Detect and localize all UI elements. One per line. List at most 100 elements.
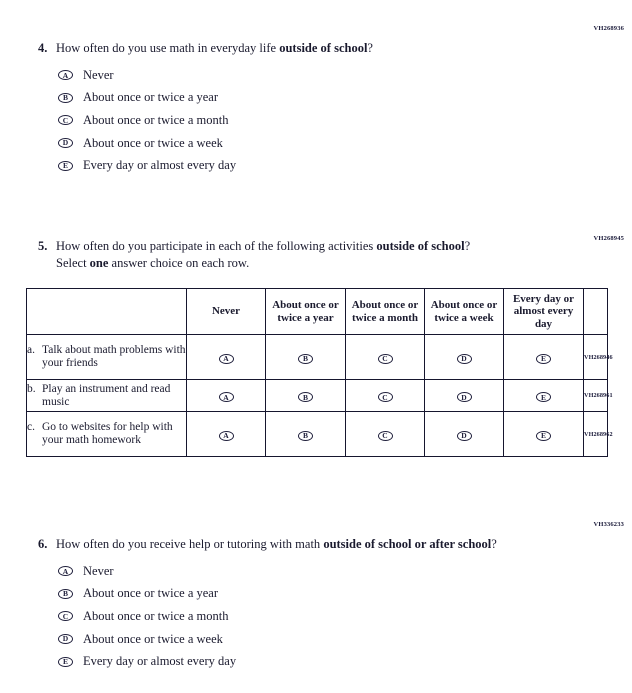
radio-bubble-c-icon[interactable]: C — [377, 353, 393, 364]
matrix-row-c-code: VH268962 — [583, 411, 613, 458]
radio-bubble-d-icon[interactable]: D — [456, 392, 472, 403]
question-5-text-bold: outside of school — [376, 239, 465, 253]
option-d[interactable]: D About once or twice a week — [58, 132, 632, 155]
matrix-header-row: Never About once or twice a year About o… — [26, 287, 608, 336]
matrix-row-b-letter: b. — [27, 382, 36, 395]
matrix-row-a-code: VH268946 — [583, 334, 613, 381]
matrix-header-once-year: About once or twice a year — [265, 287, 346, 336]
question-5-number: 5. — [38, 239, 48, 253]
question-5-text-before: How often do you participate in each of … — [56, 239, 377, 253]
radio-bubble-a-icon[interactable]: A — [218, 392, 234, 403]
table-row: b. Play an instrument and read music A B… — [26, 379, 613, 413]
option-a[interactable]: A Never — [58, 64, 632, 87]
radio-bubble-d-icon[interactable]: D — [456, 430, 472, 441]
radio-bubble-d-icon[interactable]: D — [58, 138, 73, 149]
option-a-label: Never — [83, 67, 114, 82]
option-a[interactable]: A Never — [58, 560, 632, 583]
radio-bubble-c-icon[interactable]: C — [377, 430, 393, 441]
matrix-header-once-month: About once or twice a month — [345, 287, 425, 336]
option-b[interactable]: B About once or twice a year — [58, 583, 632, 606]
matrix-row-b-label: b. Play an instrument and read music — [26, 379, 187, 413]
matrix-cell-c-once-week[interactable]: D — [424, 411, 504, 458]
item-code-q4: VH268936 — [593, 25, 624, 32]
question-4-options: A Never B About once or twice a year C A… — [0, 64, 632, 177]
table-row: c. Go to websites for help with your mat… — [26, 411, 613, 458]
question-5: 5. How often do you participate in each … — [0, 238, 632, 272]
option-c-label: About once or twice a month — [83, 112, 229, 127]
matrix-cell-b-never[interactable]: A — [186, 379, 266, 413]
matrix-cell-a-every-day[interactable]: E — [503, 334, 584, 381]
question-5-text-bold2: one — [89, 256, 109, 270]
matrix-header-code — [583, 287, 608, 336]
item-code-q5: VH268945 — [593, 235, 624, 242]
radio-bubble-c-icon[interactable]: C — [58, 115, 73, 126]
radio-bubble-c-icon[interactable]: C — [377, 392, 393, 403]
matrix-cell-a-once-year[interactable]: B — [265, 334, 346, 381]
matrix-cell-b-once-week[interactable]: D — [424, 379, 504, 413]
matrix-cell-b-once-month[interactable]: C — [345, 379, 425, 413]
radio-bubble-e-icon[interactable]: E — [536, 353, 551, 364]
radio-bubble-d-icon[interactable]: D — [58, 634, 73, 645]
matrix-row-a-text: Talk about math problems with your frien… — [42, 344, 186, 370]
question-6-text: How often do you receive help or tutorin… — [56, 536, 497, 553]
radio-bubble-e-icon[interactable]: E — [58, 160, 73, 171]
matrix-header-blank — [26, 287, 187, 336]
option-d-label: About once or twice a week — [83, 631, 223, 646]
question-4-text-before: How often do you use math in everyday li… — [56, 41, 280, 55]
question-5-text-after: answer choice on each row. — [108, 256, 250, 270]
radio-bubble-b-icon[interactable]: B — [298, 392, 313, 403]
option-c[interactable]: C About once or twice a month — [58, 109, 632, 132]
option-c[interactable]: C About once or twice a month — [58, 605, 632, 628]
radio-bubble-c-icon[interactable]: C — [58, 611, 73, 622]
option-c-label: About once or twice a month — [83, 608, 229, 623]
question-4-number: 4. — [38, 41, 48, 55]
matrix-cell-c-never[interactable]: A — [186, 411, 266, 458]
matrix-cell-c-once-year[interactable]: B — [265, 411, 346, 458]
matrix-cell-a-once-month[interactable]: C — [345, 334, 425, 381]
question-4-text-bold: outside of school — [279, 41, 368, 55]
matrix-row-b-code: VH268961 — [583, 379, 613, 413]
matrix-cell-a-once-week[interactable]: D — [424, 334, 504, 381]
matrix-row-a-letter: a. — [27, 344, 35, 357]
radio-bubble-b-icon[interactable]: B — [58, 92, 73, 103]
radio-bubble-e-icon[interactable]: E — [58, 656, 73, 667]
radio-bubble-d-icon[interactable]: D — [456, 353, 472, 364]
matrix-header-never: Never — [186, 287, 266, 336]
option-d-label: About once or twice a week — [83, 135, 223, 150]
radio-bubble-b-icon[interactable]: B — [298, 353, 313, 364]
matrix-row-b-text: Play an instrument and read music — [42, 382, 171, 408]
question-5-heading: 5. How often do you participate in each … — [0, 238, 632, 272]
option-d[interactable]: D About once or twice a week — [58, 628, 632, 651]
matrix-cell-b-every-day[interactable]: E — [503, 379, 584, 413]
option-b-label: About once or twice a year — [83, 90, 219, 105]
radio-bubble-b-icon[interactable]: B — [298, 430, 313, 441]
radio-bubble-e-icon[interactable]: E — [536, 392, 551, 403]
question-6-text-after: ? — [491, 537, 497, 551]
matrix-row-a-label: a. Talk about math problems with your fr… — [26, 334, 187, 381]
question-6-options: A Never B About once or twice a year C A… — [0, 560, 632, 673]
matrix-row-c-label: c. Go to websites for help with your mat… — [26, 411, 187, 458]
item-code-q6: VH336233 — [593, 521, 624, 528]
matrix-cell-b-once-year[interactable]: B — [265, 379, 346, 413]
question-4-heading: 4. How often do you use math in everyday… — [0, 40, 632, 57]
radio-bubble-a-icon[interactable]: A — [58, 70, 73, 81]
question-5-text-mid: ? Select — [56, 239, 471, 270]
radio-bubble-e-icon[interactable]: E — [536, 430, 551, 441]
matrix-cell-c-once-month[interactable]: C — [345, 411, 425, 458]
question-6-number: 6. — [38, 537, 48, 551]
matrix-cell-c-every-day[interactable]: E — [503, 411, 584, 458]
radio-bubble-a-icon[interactable]: A — [218, 430, 234, 441]
matrix-header-every-day: Every day or almost every day — [503, 287, 584, 336]
question-4-text-after: ? — [367, 41, 373, 55]
radio-bubble-a-icon[interactable]: A — [58, 566, 73, 577]
matrix-cell-a-never[interactable]: A — [186, 334, 266, 381]
option-b-label: About once or twice a year — [83, 586, 219, 601]
radio-bubble-a-icon[interactable]: A — [218, 353, 234, 364]
question-6-text-bold: outside of school or after school — [323, 537, 492, 551]
option-a-label: Never — [83, 563, 114, 578]
radio-bubble-b-icon[interactable]: B — [58, 588, 73, 599]
question-6-text-before: How often do you receive help or tutorin… — [56, 537, 324, 551]
option-e[interactable]: E Every day or almost every day — [58, 650, 632, 673]
option-b[interactable]: B About once or twice a year — [58, 87, 632, 110]
option-e[interactable]: E Every day or almost every day — [58, 154, 632, 177]
